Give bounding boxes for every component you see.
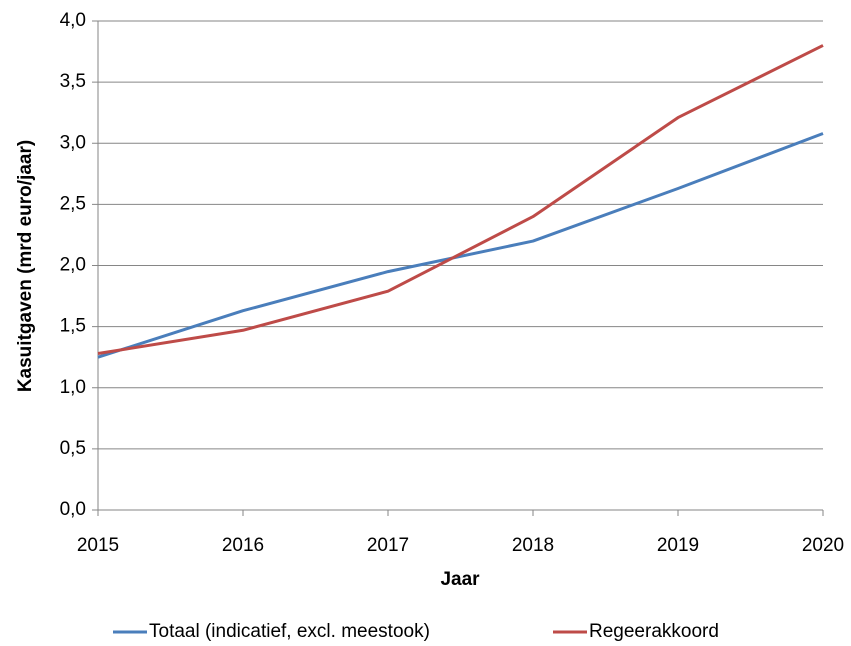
x-axis-title: Jaar [440, 569, 480, 590]
x-tick-label: 2015 [77, 535, 119, 556]
x-tick-label: 2016 [222, 535, 264, 556]
legend-label: Regeerakkoord [589, 621, 719, 642]
y-tick-label: 1,5 [60, 316, 86, 337]
series-line [97, 132, 824, 359]
y-tick-label: 0,5 [60, 438, 86, 459]
y-tick-label: 4,0 [60, 10, 86, 31]
x-tick-label: 2018 [512, 535, 554, 556]
y-tick-label: 0,0 [60, 499, 86, 520]
y-tick-label: 1,0 [60, 377, 86, 398]
x-tick-label: 2017 [367, 535, 409, 556]
y-tick-label: 3,5 [60, 71, 86, 92]
x-tick-label: 2019 [657, 535, 699, 556]
legend-label: Totaal (indicatief, excl. meestook) [149, 621, 430, 642]
y-tick-label: 2,5 [60, 193, 86, 214]
y-tick-label: 2,0 [60, 255, 86, 276]
series-line [97, 44, 824, 356]
y-axis-title: Kasuitgaven (mrd euro/jaar) [15, 140, 36, 392]
y-tick-label: 3,0 [60, 132, 86, 153]
x-tick-label: 2020 [802, 535, 844, 556]
